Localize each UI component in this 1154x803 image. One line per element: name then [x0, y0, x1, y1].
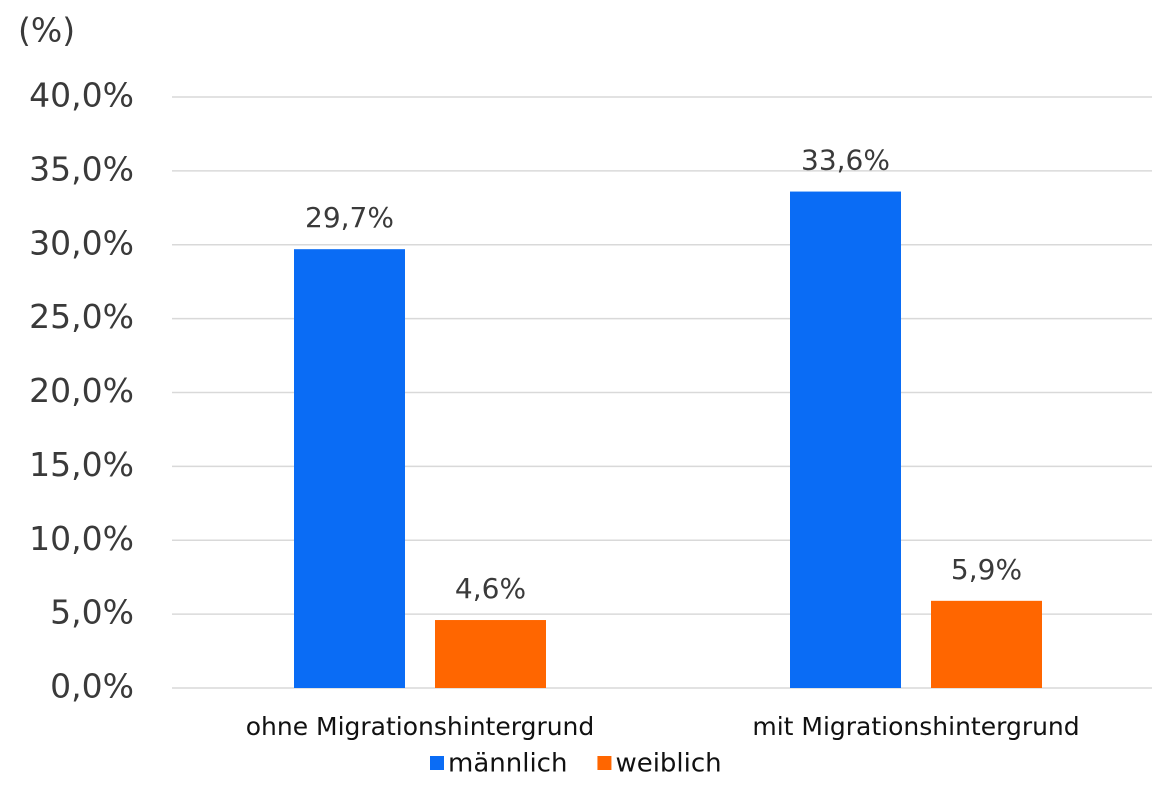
bar	[931, 600, 1042, 688]
legend-label: männlich	[448, 749, 567, 779]
y-tick-label: 10,0%	[29, 519, 134, 558]
legend-swatch	[430, 756, 444, 770]
bar	[790, 191, 901, 688]
value-label: 33,6%	[801, 144, 890, 177]
x-tick-label: ohne Migrationshintergrund	[246, 712, 595, 741]
legend-swatch	[597, 756, 612, 770]
legend-label: weiblich	[615, 749, 721, 779]
y-tick-label: 5,0%	[50, 593, 134, 632]
y-axis-label: (%)	[18, 11, 75, 50]
value-label: 5,9%	[951, 553, 1022, 586]
value-label: 29,7%	[305, 201, 394, 234]
y-tick-label: 25,0%	[29, 297, 134, 336]
value-label: 4,6%	[455, 572, 526, 605]
y-tick-label: 40,0%	[29, 76, 134, 115]
y-tick-label: 15,0%	[29, 445, 134, 484]
bar	[294, 249, 405, 688]
y-tick-label: 30,0%	[29, 223, 134, 262]
y-tick-label: 20,0%	[29, 371, 134, 410]
y-tick-label: 35,0%	[29, 149, 134, 188]
x-tick-label: mit Migrationshintergrund	[752, 712, 1079, 741]
y-tick-label: 0,0%	[50, 667, 134, 706]
bar	[435, 620, 546, 688]
